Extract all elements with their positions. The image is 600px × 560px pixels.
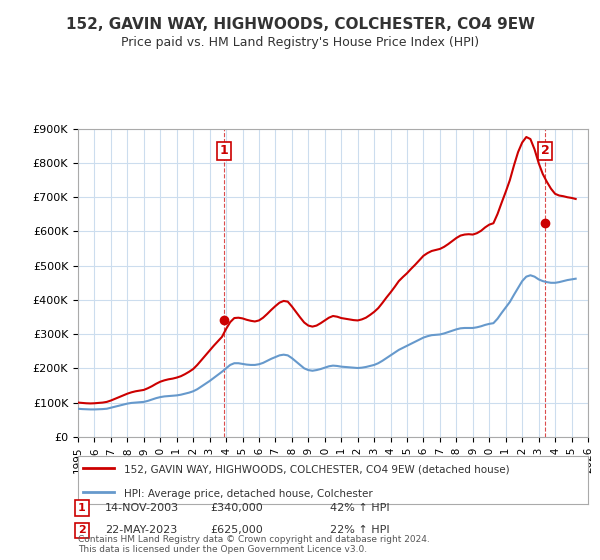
Text: £625,000: £625,000 [210,525,263,535]
Text: 152, GAVIN WAY, HIGHWOODS, COLCHESTER, CO4 9EW: 152, GAVIN WAY, HIGHWOODS, COLCHESTER, C… [65,17,535,32]
Text: Price paid vs. HM Land Registry's House Price Index (HPI): Price paid vs. HM Land Registry's House … [121,36,479,49]
Text: 2: 2 [541,144,549,157]
Text: 14-NOV-2003: 14-NOV-2003 [105,503,179,513]
Text: HPI: Average price, detached house, Colchester: HPI: Average price, detached house, Colc… [124,488,373,498]
Text: 1: 1 [220,144,229,157]
Text: 22-MAY-2023: 22-MAY-2023 [105,525,177,535]
Text: 1: 1 [78,503,86,513]
Text: 2: 2 [78,525,86,535]
Text: £340,000: £340,000 [210,503,263,513]
Text: 22% ↑ HPI: 22% ↑ HPI [330,525,389,535]
Text: Contains HM Land Registry data © Crown copyright and database right 2024.
This d: Contains HM Land Registry data © Crown c… [78,535,430,554]
Text: 152, GAVIN WAY, HIGHWOODS, COLCHESTER, CO4 9EW (detached house): 152, GAVIN WAY, HIGHWOODS, COLCHESTER, C… [124,465,509,475]
Text: 42% ↑ HPI: 42% ↑ HPI [330,503,389,513]
